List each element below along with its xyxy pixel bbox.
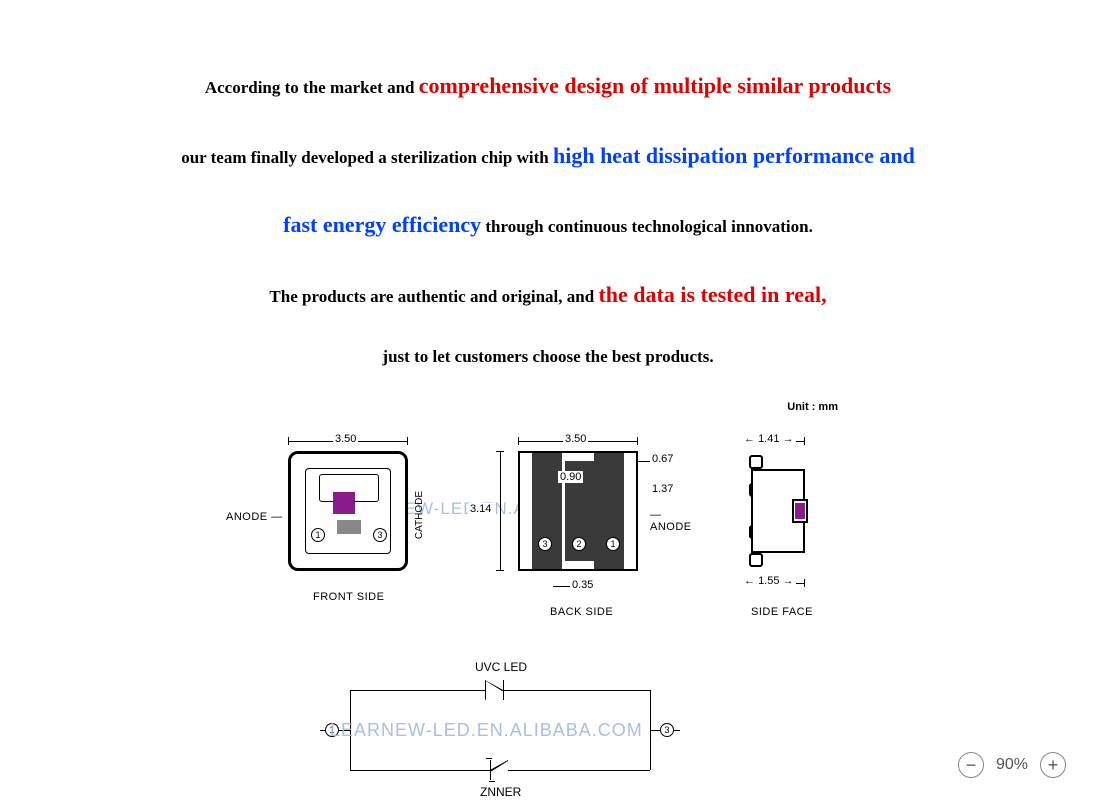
text-line-2: our team finally developed a sterilizati… [0, 125, 1096, 187]
back-gap-dim: 0.35 [570, 579, 595, 591]
zener-icon-fill [492, 761, 508, 781]
circuit-terminal-1: 1 [325, 723, 339, 737]
text-line-5: just to let customers choose the best pr… [0, 333, 1096, 381]
zener-bar [490, 760, 491, 780]
text-line-3: fast energy efficiency through continuou… [0, 194, 1096, 256]
anode-label: ANODE — [226, 511, 283, 523]
side-width-dim: ← 1.41 → [742, 433, 796, 445]
front-side-label: FRONT SIDE [313, 591, 384, 603]
back-width-dim: 3.50 [563, 433, 588, 445]
front-width-dim: 3.50 [333, 433, 358, 445]
back-height-dim: 3.14 [468, 503, 493, 515]
diode-icon-fill [486, 681, 502, 701]
line3-highlight: fast energy efficiency [283, 212, 481, 237]
dim-cap [407, 437, 408, 445]
zoom-in-button[interactable]: + [1040, 752, 1066, 778]
line1-before: According to the market and [205, 78, 419, 97]
zoom-out-button[interactable]: − [958, 752, 984, 778]
back-side-label: BACK SIDE [550, 606, 613, 618]
line2-before: our team finally developed a sterilizati… [181, 148, 553, 167]
side-face-view: ← 1.41 → ← 1.55 → SIDE FACE [718, 431, 838, 571]
circled-number-3: 3 [373, 528, 387, 542]
side-base-dim: ← 1.55 → [742, 575, 796, 587]
dim-cap [804, 437, 805, 445]
front-box: 1 3 [288, 451, 408, 571]
circuit-terminal-3: 3 [660, 723, 674, 737]
text-line-4: The products are authentic and original,… [0, 264, 1096, 326]
circled-number-1: 1 [606, 537, 620, 551]
dim-cap [804, 579, 805, 587]
unit-label: Unit : mm [787, 401, 838, 413]
dim-cap [637, 437, 638, 445]
dim-cap [496, 570, 504, 571]
back-side-view: 3.50 3.14 3 2 1 0.90 0.35 0.67 1.37 — AN… [498, 431, 658, 571]
cathode-label: CATHODE [414, 491, 425, 539]
wire [350, 690, 351, 770]
diode-bar [503, 680, 504, 700]
dim-cap [496, 451, 504, 452]
front-side-view: 3.50 1 3 ANODE — CATHODE FRONT SIDE [278, 431, 418, 571]
side-leg [749, 455, 763, 469]
gray-chip-icon [337, 520, 361, 534]
zoom-control: − 90% + [958, 752, 1066, 778]
circled-number-3: 3 [538, 537, 552, 551]
uvc-led-label: UVC LED [475, 660, 527, 674]
line1-highlight: comprehensive design of multiple similar… [419, 73, 891, 98]
plus-icon: + [1048, 755, 1059, 776]
line4-highlight: the data is tested in real, [598, 282, 826, 307]
zener-wing [489, 781, 495, 782]
marketing-text-block: According to the market and comprehensiv… [0, 0, 1096, 381]
side-face-label: SIDE FACE [751, 606, 813, 618]
side-leg [749, 553, 763, 567]
line4-before: The products are authentic and original,… [269, 287, 598, 306]
znner-label: ZNNER [480, 785, 521, 799]
technical-diagram: Unit : mm LEARNEW-LED.EN.ALIBABA.COM 3.5… [228, 401, 868, 661]
circled-number-2: 2 [572, 537, 586, 551]
back-spacing-dim: 0.90 [558, 471, 583, 483]
back-anode-label: — ANODE [650, 509, 692, 533]
dim-line [500, 451, 501, 571]
zoom-value: 90% [996, 756, 1028, 774]
back-side-h-dim: 1.37 [650, 483, 675, 495]
minus-icon: − [966, 755, 977, 776]
side-purple-chip-icon [795, 503, 805, 519]
dim-cap [288, 437, 289, 445]
circuit-diagram: UVC LED 1 3 ZNNER LEARNEW-LED.EN.ALIBABA… [300, 670, 700, 800]
back-pad-right [594, 453, 624, 569]
line3-after: through continuous technological innovat… [481, 217, 813, 236]
dim-cap [518, 437, 519, 445]
side-box [751, 451, 805, 571]
text-line-1: According to the market and comprehensiv… [0, 55, 1096, 117]
back-box: 3 2 1 [518, 451, 638, 571]
circled-number-1: 1 [311, 528, 325, 542]
zener-wing [486, 758, 492, 759]
back-side-w-dim: 0.67 [650, 453, 675, 465]
line2-highlight: high heat dissipation performance and [553, 143, 915, 168]
purple-chip-icon [333, 492, 355, 514]
watermark-text-2: LEARNEW-LED.EN.ALIBABA.COM [330, 720, 643, 741]
